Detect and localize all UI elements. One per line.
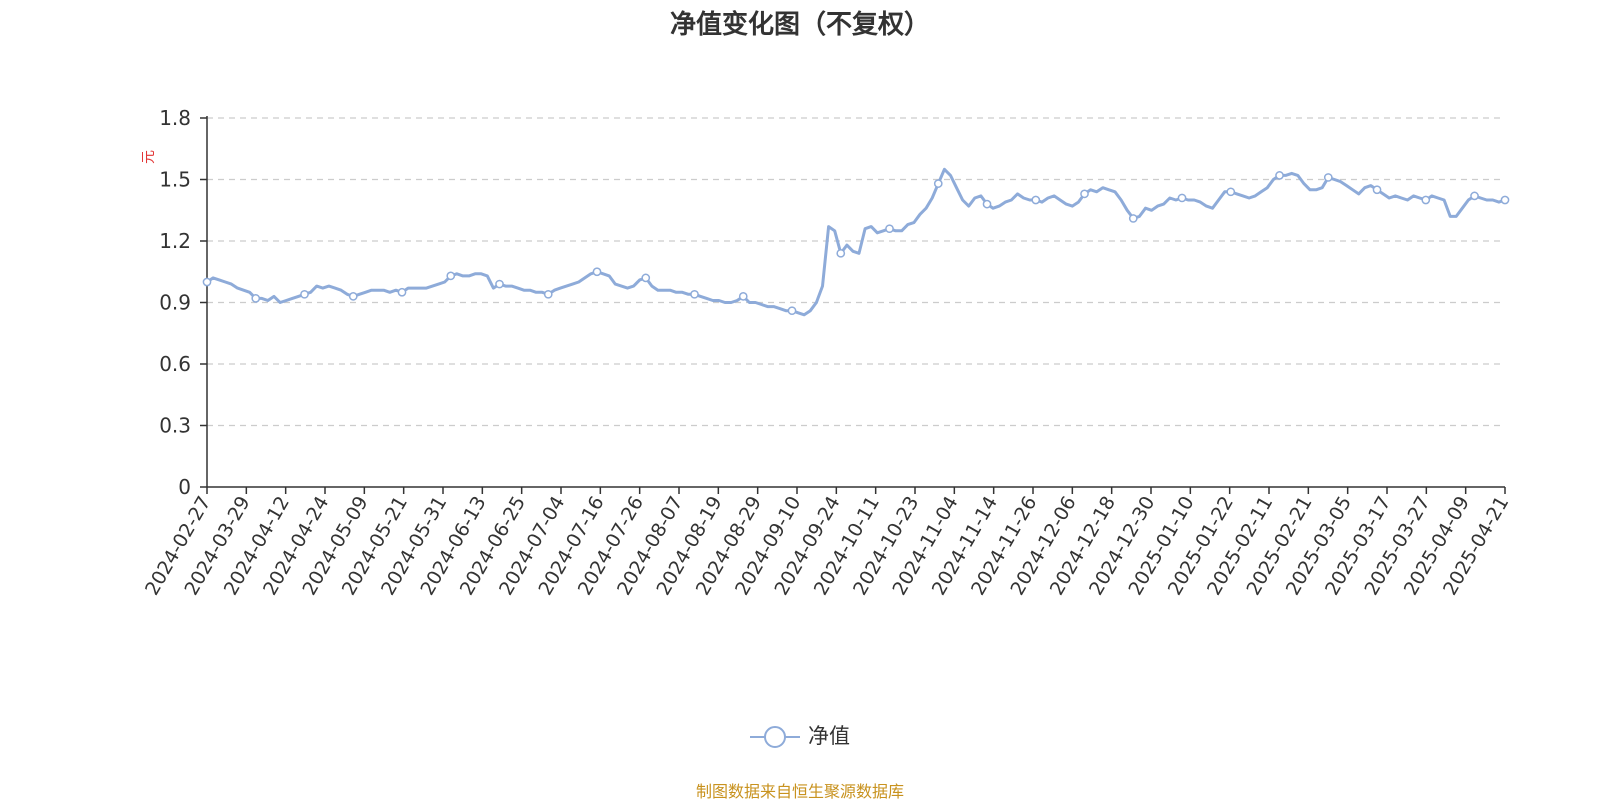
data-point-marker[interactable] bbox=[543, 289, 553, 299]
data-point-marker[interactable] bbox=[1031, 195, 1041, 205]
data-point-marker[interactable] bbox=[592, 267, 602, 277]
series-layer bbox=[202, 167, 1510, 317]
y-tick-label: 0.6 bbox=[159, 352, 191, 376]
data-point-marker[interactable] bbox=[690, 289, 699, 299]
data-point-marker[interactable] bbox=[1323, 173, 1333, 182]
data-point-marker[interactable] bbox=[495, 279, 504, 289]
data-point-marker[interactable] bbox=[1372, 185, 1382, 195]
data-point-marker[interactable] bbox=[836, 248, 846, 258]
y-tick-label: 0.9 bbox=[159, 291, 191, 315]
y-axis-ticks: 0 0.3 0.6 0.9 1.2 1.5 1.8 bbox=[159, 106, 207, 499]
y-tick-label: 1.8 bbox=[159, 106, 191, 130]
y-axis-label: 元 bbox=[141, 150, 157, 164]
data-point-marker[interactable] bbox=[202, 277, 212, 287]
y-tick-label: 1.5 bbox=[159, 168, 191, 192]
data-point-marker[interactable] bbox=[446, 271, 456, 281]
data-point-marker[interactable] bbox=[1275, 171, 1284, 180]
data-point-marker[interactable] bbox=[787, 306, 797, 316]
chart-title: 净值变化图（不复权） bbox=[669, 10, 930, 40]
data-point-marker[interactable] bbox=[738, 292, 748, 301]
data-point-marker[interactable] bbox=[1500, 195, 1510, 205]
source-note: 制图数据来自恒生聚源数据库 bbox=[695, 782, 904, 801]
legend-line-marker-icon bbox=[750, 726, 800, 748]
data-point-marker[interactable] bbox=[1470, 191, 1479, 201]
y-tick-label: 0 bbox=[178, 475, 191, 499]
data-point-marker[interactable] bbox=[933, 179, 943, 188]
data-point-marker[interactable] bbox=[348, 292, 358, 301]
data-point-marker[interactable] bbox=[397, 287, 407, 297]
data-point-marker[interactable] bbox=[982, 199, 992, 209]
data-point-marker[interactable] bbox=[885, 224, 894, 234]
x-axis-ticks: 2024-02-272024-03-292024-04-122024-04-24… bbox=[141, 487, 1513, 599]
legend[interactable]: 净值 bbox=[0, 720, 1600, 750]
legend-label: 净值 bbox=[808, 724, 850, 748]
data-point-marker[interactable] bbox=[300, 289, 309, 299]
axes bbox=[206, 116, 1505, 488]
series-line bbox=[205, 167, 1507, 317]
data-point-marker[interactable] bbox=[1226, 187, 1236, 197]
data-point-marker[interactable] bbox=[251, 294, 261, 303]
data-point-marker[interactable] bbox=[1128, 214, 1138, 223]
grid-lines bbox=[207, 117, 1505, 427]
y-tick-label: 0.3 bbox=[159, 414, 191, 438]
data-point-marker[interactable] bbox=[641, 273, 651, 283]
data-point-marker[interactable] bbox=[1080, 189, 1089, 199]
data-point-marker[interactable] bbox=[1421, 195, 1431, 205]
y-tick-label: 1.2 bbox=[159, 229, 191, 253]
data-point-marker[interactable] bbox=[1177, 193, 1187, 203]
